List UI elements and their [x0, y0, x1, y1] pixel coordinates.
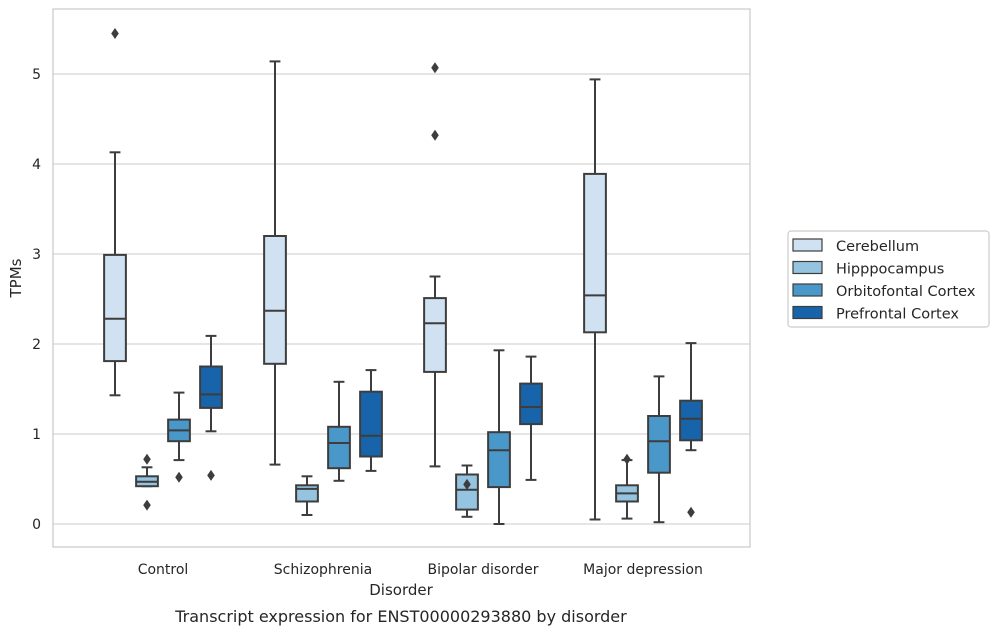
- legend-frame: [787, 230, 990, 328]
- box-body: [103, 253, 127, 363]
- outlier-marker: [175, 471, 183, 483]
- box-orbitofontal-cortex: [327, 380, 351, 482]
- y-tick-label: 1: [32, 427, 41, 443]
- box-body: [647, 415, 671, 474]
- box-orbitofontal-cortex: [487, 349, 511, 525]
- y-tick-label: 0: [32, 517, 41, 533]
- box-body: [359, 390, 383, 458]
- legend-swatch: [792, 238, 823, 252]
- y-tick-label: 5: [32, 67, 41, 83]
- outlier-marker: [687, 506, 695, 518]
- legend-entry-label: Cerebellum: [836, 239, 919, 255]
- box-cerebellum: [583, 78, 607, 521]
- x-tick-label: Bipolar disorder: [427, 562, 538, 578]
- box-body: [519, 382, 543, 426]
- outlier-marker: [143, 453, 151, 465]
- x-axis-label: Disorder: [369, 581, 433, 599]
- outlier-marker: [463, 478, 471, 490]
- outlier-marker: [431, 62, 439, 74]
- box-body: [423, 297, 447, 373]
- box-body: [487, 431, 511, 489]
- box-cerebellum: [263, 60, 287, 466]
- box-cerebellum: [103, 28, 127, 397]
- box-body: [327, 425, 351, 470]
- box-hipppocampus: [615, 453, 639, 520]
- box-body: [583, 172, 607, 334]
- outlier-marker: [111, 28, 119, 39]
- box-hipppocampus: [135, 453, 159, 511]
- y-tick-label: 2: [32, 337, 41, 353]
- box-body: [295, 484, 319, 503]
- box-orbitofontal-cortex: [647, 375, 671, 524]
- boxes-group: [103, 28, 703, 525]
- chart-caption: Transcript expression for ENST0000029388…: [174, 607, 627, 626]
- y-tick-labels: 0 1 2 3 4 5: [32, 67, 41, 533]
- y-tick-label: 3: [32, 247, 41, 263]
- legend-entry-label: Prefrontal Cortex: [836, 307, 959, 323]
- box-prefrontal-cortex: [679, 342, 703, 518]
- box-body: [679, 399, 703, 442]
- legend: Cerebellum Hipppocampus Orbitofontal Corte…: [787, 230, 990, 328]
- box-prefrontal-cortex: [519, 355, 543, 481]
- legend-swatch: [792, 305, 823, 320]
- legend-entry-label: Orbitofontal Cortex: [836, 284, 976, 300]
- x-tick-labels: Control Schizophrenia Bipolar disorder Majo…: [138, 562, 703, 578]
- plot-background: [53, 9, 750, 547]
- x-tick-label: Schizophrenia: [274, 562, 372, 578]
- box-hipppocampus: [295, 475, 319, 516]
- outlier-marker: [143, 499, 151, 511]
- box-prefrontal-cortex: [199, 334, 223, 481]
- box-cerebellum: [423, 62, 447, 468]
- legend-swatch: [792, 283, 823, 297]
- box-hipppocampus: [455, 464, 479, 518]
- x-tick-label: Control: [138, 562, 189, 578]
- legend-swatch: [792, 260, 823, 275]
- outlier-marker: [623, 453, 631, 465]
- box-body: [455, 473, 479, 511]
- y-tick-label: 4: [32, 157, 41, 173]
- outlier-marker: [207, 469, 215, 481]
- outlier-marker: [431, 129, 439, 141]
- x-tick-label: Major depression: [583, 562, 703, 578]
- legend-entry-label: Hipppocampus: [836, 262, 944, 278]
- box-body: [199, 365, 223, 409]
- box-orbitofontal-cortex: [167, 391, 191, 483]
- box-prefrontal-cortex: [359, 369, 383, 472]
- plot-frame: [52, 8, 751, 548]
- y-axis-label: TPMs: [7, 258, 25, 298]
- box-body: [263, 235, 287, 365]
